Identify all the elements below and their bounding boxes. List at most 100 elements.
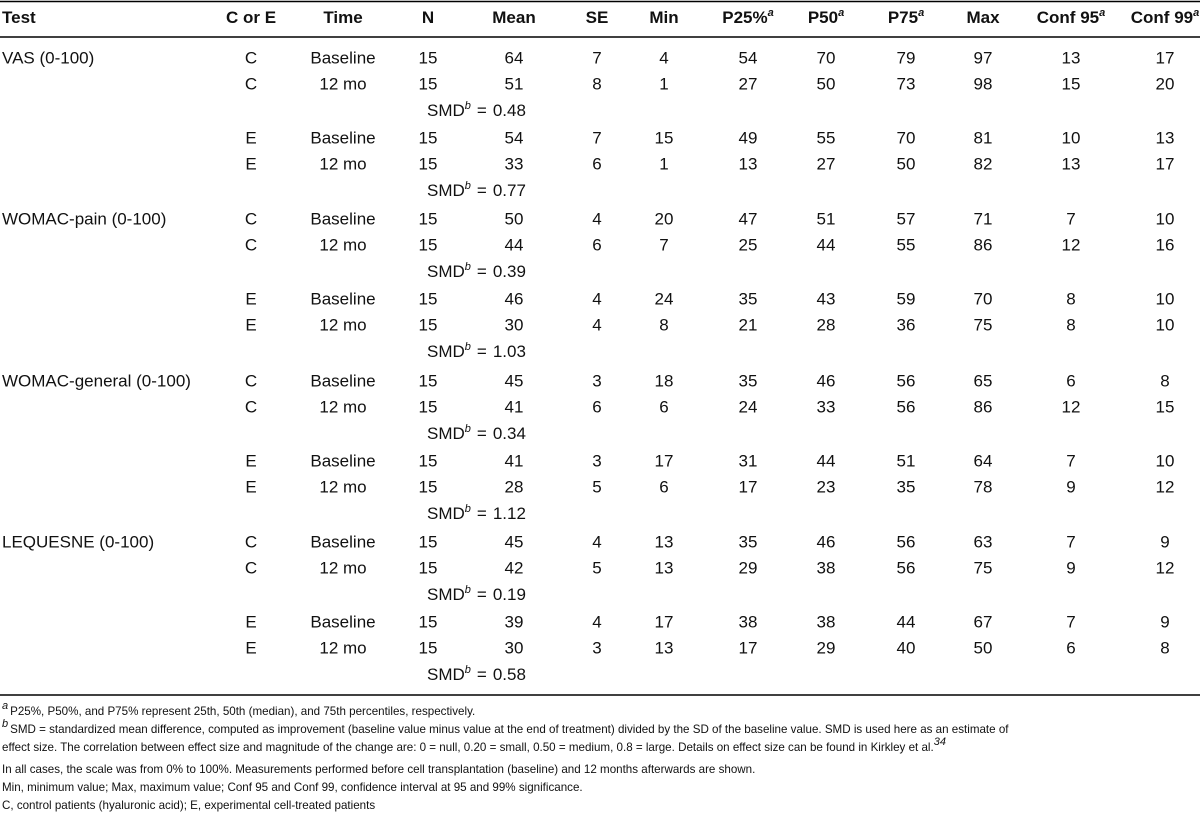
cell: 13 bbox=[655, 638, 674, 657]
header-text: Min bbox=[649, 8, 678, 27]
smd: SMDb​=0.34 bbox=[427, 423, 526, 444]
cell: 17 bbox=[739, 477, 758, 496]
cell: Baseline bbox=[310, 451, 375, 470]
cell: 18 bbox=[655, 371, 674, 390]
footnote-mark: a bbox=[1099, 7, 1105, 19]
cell: 49 bbox=[739, 128, 758, 147]
cell: 5 bbox=[592, 558, 601, 577]
header-cell: N bbox=[422, 8, 434, 27]
footnote: Min, minimum value; Max, maximum value; … bbox=[2, 781, 583, 794]
test-name: WOMAC-pain (0-100) bbox=[2, 209, 166, 228]
cell: 41 bbox=[505, 451, 524, 470]
cell: 12 bbox=[1156, 477, 1175, 496]
header-text: P50 bbox=[808, 8, 838, 27]
cell: Baseline bbox=[310, 371, 375, 390]
cell: 12 bbox=[1156, 558, 1175, 577]
cell: 27 bbox=[739, 74, 758, 93]
header-text: Test bbox=[2, 8, 36, 27]
cell: 50 bbox=[505, 209, 524, 228]
smd-value: 0.48 bbox=[493, 101, 526, 120]
cell: 10 bbox=[1156, 209, 1175, 228]
cell: 24 bbox=[655, 289, 674, 308]
cell: 12 mo bbox=[319, 74, 366, 93]
header-text: P25% bbox=[722, 8, 767, 27]
footnote: a​P25%, P50%, and P75% represent 25th, 5… bbox=[2, 700, 475, 718]
footnote-text: P25%, P50%, and P75% represent 25th, 50t… bbox=[10, 705, 475, 718]
smd-label: SMD bbox=[427, 101, 465, 120]
cell: 15 bbox=[419, 315, 438, 334]
cell: 57 bbox=[897, 209, 916, 228]
cell: Baseline bbox=[310, 48, 375, 67]
cell: 4 bbox=[592, 315, 601, 334]
cell: 15 bbox=[419, 638, 438, 657]
cell: 6 bbox=[1066, 371, 1075, 390]
cell: 10 bbox=[1156, 315, 1175, 334]
cell: C bbox=[245, 74, 257, 93]
cell: 7 bbox=[592, 128, 601, 147]
cell: 56 bbox=[897, 558, 916, 577]
header-cell: SE bbox=[586, 8, 609, 27]
cell: 7 bbox=[592, 48, 601, 67]
smd-relation: = bbox=[477, 342, 487, 361]
cell: 54 bbox=[505, 128, 524, 147]
cell: 51 bbox=[817, 209, 836, 228]
smd-relation: = bbox=[477, 424, 487, 443]
cell: 54 bbox=[739, 48, 758, 67]
cell: 6 bbox=[592, 154, 601, 173]
cell: 39 bbox=[505, 612, 524, 631]
cell: 86 bbox=[974, 235, 993, 254]
cell: 7 bbox=[659, 235, 668, 254]
cell: 31 bbox=[739, 451, 758, 470]
cell: 97 bbox=[974, 48, 993, 67]
cell: 4 bbox=[659, 48, 668, 67]
cell: 10 bbox=[1156, 451, 1175, 470]
cell: 17 bbox=[739, 638, 758, 657]
cell: 8 bbox=[1066, 315, 1075, 334]
header-cell: Conf 99a​ bbox=[1131, 7, 1199, 28]
cell: E bbox=[245, 612, 256, 631]
smd: SMDb​=0.48 bbox=[427, 100, 526, 121]
cell: 1 bbox=[659, 74, 668, 93]
footnote-mark: b bbox=[465, 423, 471, 435]
cell: 15 bbox=[419, 154, 438, 173]
footnote-text: effect size. The correlation between eff… bbox=[2, 741, 934, 754]
footnote-mark: a bbox=[768, 7, 774, 19]
cell: C bbox=[245, 397, 257, 416]
cell: E bbox=[245, 128, 256, 147]
cell: 51 bbox=[897, 451, 916, 470]
cell: 8 bbox=[592, 74, 601, 93]
cell: 12 mo bbox=[319, 235, 366, 254]
footnote-text: SMD = standardized mean difference, comp… bbox=[10, 723, 1009, 736]
cell: 13 bbox=[1156, 128, 1175, 147]
cell: 33 bbox=[817, 397, 836, 416]
cell: 6 bbox=[659, 477, 668, 496]
cell: 35 bbox=[739, 289, 758, 308]
cell: 9 bbox=[1066, 477, 1075, 496]
cell: 15 bbox=[419, 532, 438, 551]
cell: 64 bbox=[505, 48, 524, 67]
header-text: SE bbox=[586, 8, 609, 27]
smd: SMDb​=0.19 bbox=[427, 584, 526, 605]
cell: 29 bbox=[817, 638, 836, 657]
cell: 15 bbox=[419, 128, 438, 147]
smd-label: SMD bbox=[427, 424, 465, 443]
cell: C bbox=[245, 209, 257, 228]
cell: 30 bbox=[505, 315, 524, 334]
footnote: In all cases, the scale was from 0% to 1… bbox=[2, 763, 755, 776]
cell: 44 bbox=[505, 235, 524, 254]
header-cell: P25%a​ bbox=[722, 7, 774, 28]
cell: C bbox=[245, 558, 257, 577]
cell: 28 bbox=[505, 477, 524, 496]
smd-value: 1.03 bbox=[493, 342, 526, 361]
cell: 27 bbox=[817, 154, 836, 173]
test-name: VAS (0-100) bbox=[2, 48, 94, 67]
cell: 15 bbox=[655, 128, 674, 147]
cell: 13 bbox=[1062, 48, 1081, 67]
footnote-mark: b bbox=[465, 664, 471, 676]
cell: 20 bbox=[655, 209, 674, 228]
cell: 35 bbox=[739, 371, 758, 390]
cell: 50 bbox=[897, 154, 916, 173]
cell: 44 bbox=[817, 451, 836, 470]
cell: 15 bbox=[419, 477, 438, 496]
cell: E bbox=[245, 315, 256, 334]
